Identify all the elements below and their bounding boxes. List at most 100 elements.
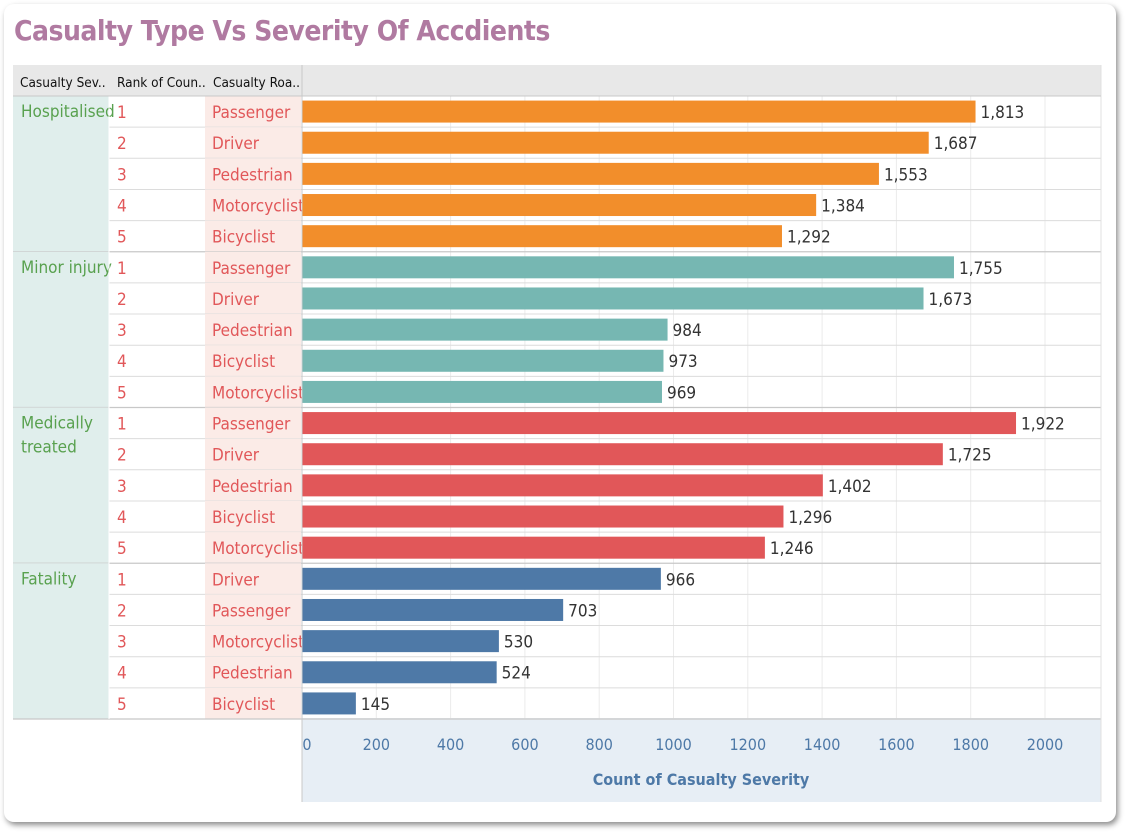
rank-label: 5 [117,695,127,715]
severity-label: Fatality [21,569,77,589]
road-user-label: Passenger [212,601,291,621]
x-tick-label: 600 [511,735,538,754]
bar-value-label: 1,725 [948,446,992,466]
road-user-label: Pedestrian [212,477,293,497]
header-casualty-road-user[interactable]: Casualty Roa.. [213,75,300,91]
bar [302,100,976,123]
bar [302,131,929,154]
group-background [13,251,109,408]
road-user-label: Motorcyclist [212,539,304,559]
rank-label: 1 [117,415,127,435]
rank-label: 3 [117,165,127,185]
type-cell-background [205,158,301,190]
x-tick-label: 0 [302,735,311,754]
road-user-label: Passenger [212,103,291,123]
bar-value-label: 1,384 [821,196,865,216]
bar-value-label: 145 [361,695,390,715]
type-cell-background [205,625,301,657]
road-user-label: Driver [212,134,260,154]
x-tick-label: 800 [585,735,612,754]
rank-label: 4 [117,664,127,684]
road-user-label: Pedestrian [212,664,293,684]
bar [302,412,1017,435]
rank-label: 2 [117,446,127,466]
header-casualty-severity[interactable]: Casualty Sev.. [20,75,106,91]
bar [302,162,879,185]
road-user-label: Passenger [212,415,291,435]
group-background [13,407,109,564]
road-user-label: Pedestrian [212,165,293,185]
bar-value-label: 1,553 [884,165,928,185]
rank-label: 2 [117,290,127,310]
type-cell-background [205,282,301,315]
bar [302,661,497,684]
type-cell-background [205,687,301,719]
rank-label: 3 [117,321,127,341]
bar [302,194,817,217]
road-user-label: Driver [212,290,260,310]
x-tick-label: 1000 [655,735,692,754]
rank-label: 5 [117,539,127,559]
bar [302,443,943,466]
road-user-label: Bicyclist [212,352,275,372]
road-user-label: Bicyclist [212,228,275,248]
bar [302,567,661,590]
road-user-label: Passenger [212,259,291,279]
x-tick-label: 1800 [952,735,989,754]
severity-label: Medically [21,414,93,434]
bar-value-label: 1,687 [934,134,978,154]
rank-label: 2 [117,601,127,621]
road-user-label: Driver [212,446,260,466]
bar [302,225,782,248]
bar [302,349,664,372]
bar-value-label: 1,296 [788,508,832,528]
road-user-label: Motorcyclist [212,633,304,653]
type-cell-background [205,407,301,439]
rank-label: 1 [117,259,127,279]
type-cell-background [205,96,301,128]
x-axis-title: Count of Casualty Severity [593,770,810,789]
bar [302,256,954,279]
type-cell-background [205,127,301,159]
bar [302,630,499,653]
type-cell-background [205,469,301,501]
rank-label: 3 [117,477,127,497]
road-user-label: Driver [212,570,260,590]
bar-value-label: 1,402 [828,477,872,497]
x-tick-label: 200 [363,735,390,754]
type-cell-background [205,189,301,221]
severity-label: Minor injury [21,258,112,278]
bar-value-label: 966 [666,570,695,590]
rank-label: 3 [117,633,127,653]
road-user-label: Motorcyclist [212,196,304,216]
bar-value-label: 1,246 [770,539,814,559]
type-cell-background [205,500,301,533]
x-tick-label: 2000 [1027,735,1064,754]
type-cell-background [205,220,301,252]
road-user-label: Pedestrian [212,321,293,341]
bar-value-label: 973 [668,352,697,372]
table-header-bar [13,65,1101,96]
header-rank-of-count[interactable]: Rank of Coun.. [117,75,206,91]
bar [302,474,823,497]
rank-label: 4 [117,352,127,372]
rank-label: 4 [117,196,127,216]
rank-label: 5 [117,228,127,248]
road-user-label: Motorcyclist [212,383,304,403]
type-cell-background [205,345,301,377]
rank-label: 5 [117,383,127,403]
x-tick-label: 1200 [729,735,766,754]
x-tick-label: 1600 [878,735,915,754]
bar [302,505,784,528]
bar-value-label: 1,673 [929,290,973,310]
rank-label: 1 [117,570,127,590]
type-cell-background [205,251,301,283]
x-tick-label: 400 [437,735,464,754]
severity-label: Hospitalised [21,102,115,122]
x-tick-label: 1400 [804,735,841,754]
road-user-label: Bicyclist [212,695,275,715]
x-axis-panel [302,718,1101,802]
bar [302,598,564,621]
bar-value-label: 1,292 [787,228,831,248]
